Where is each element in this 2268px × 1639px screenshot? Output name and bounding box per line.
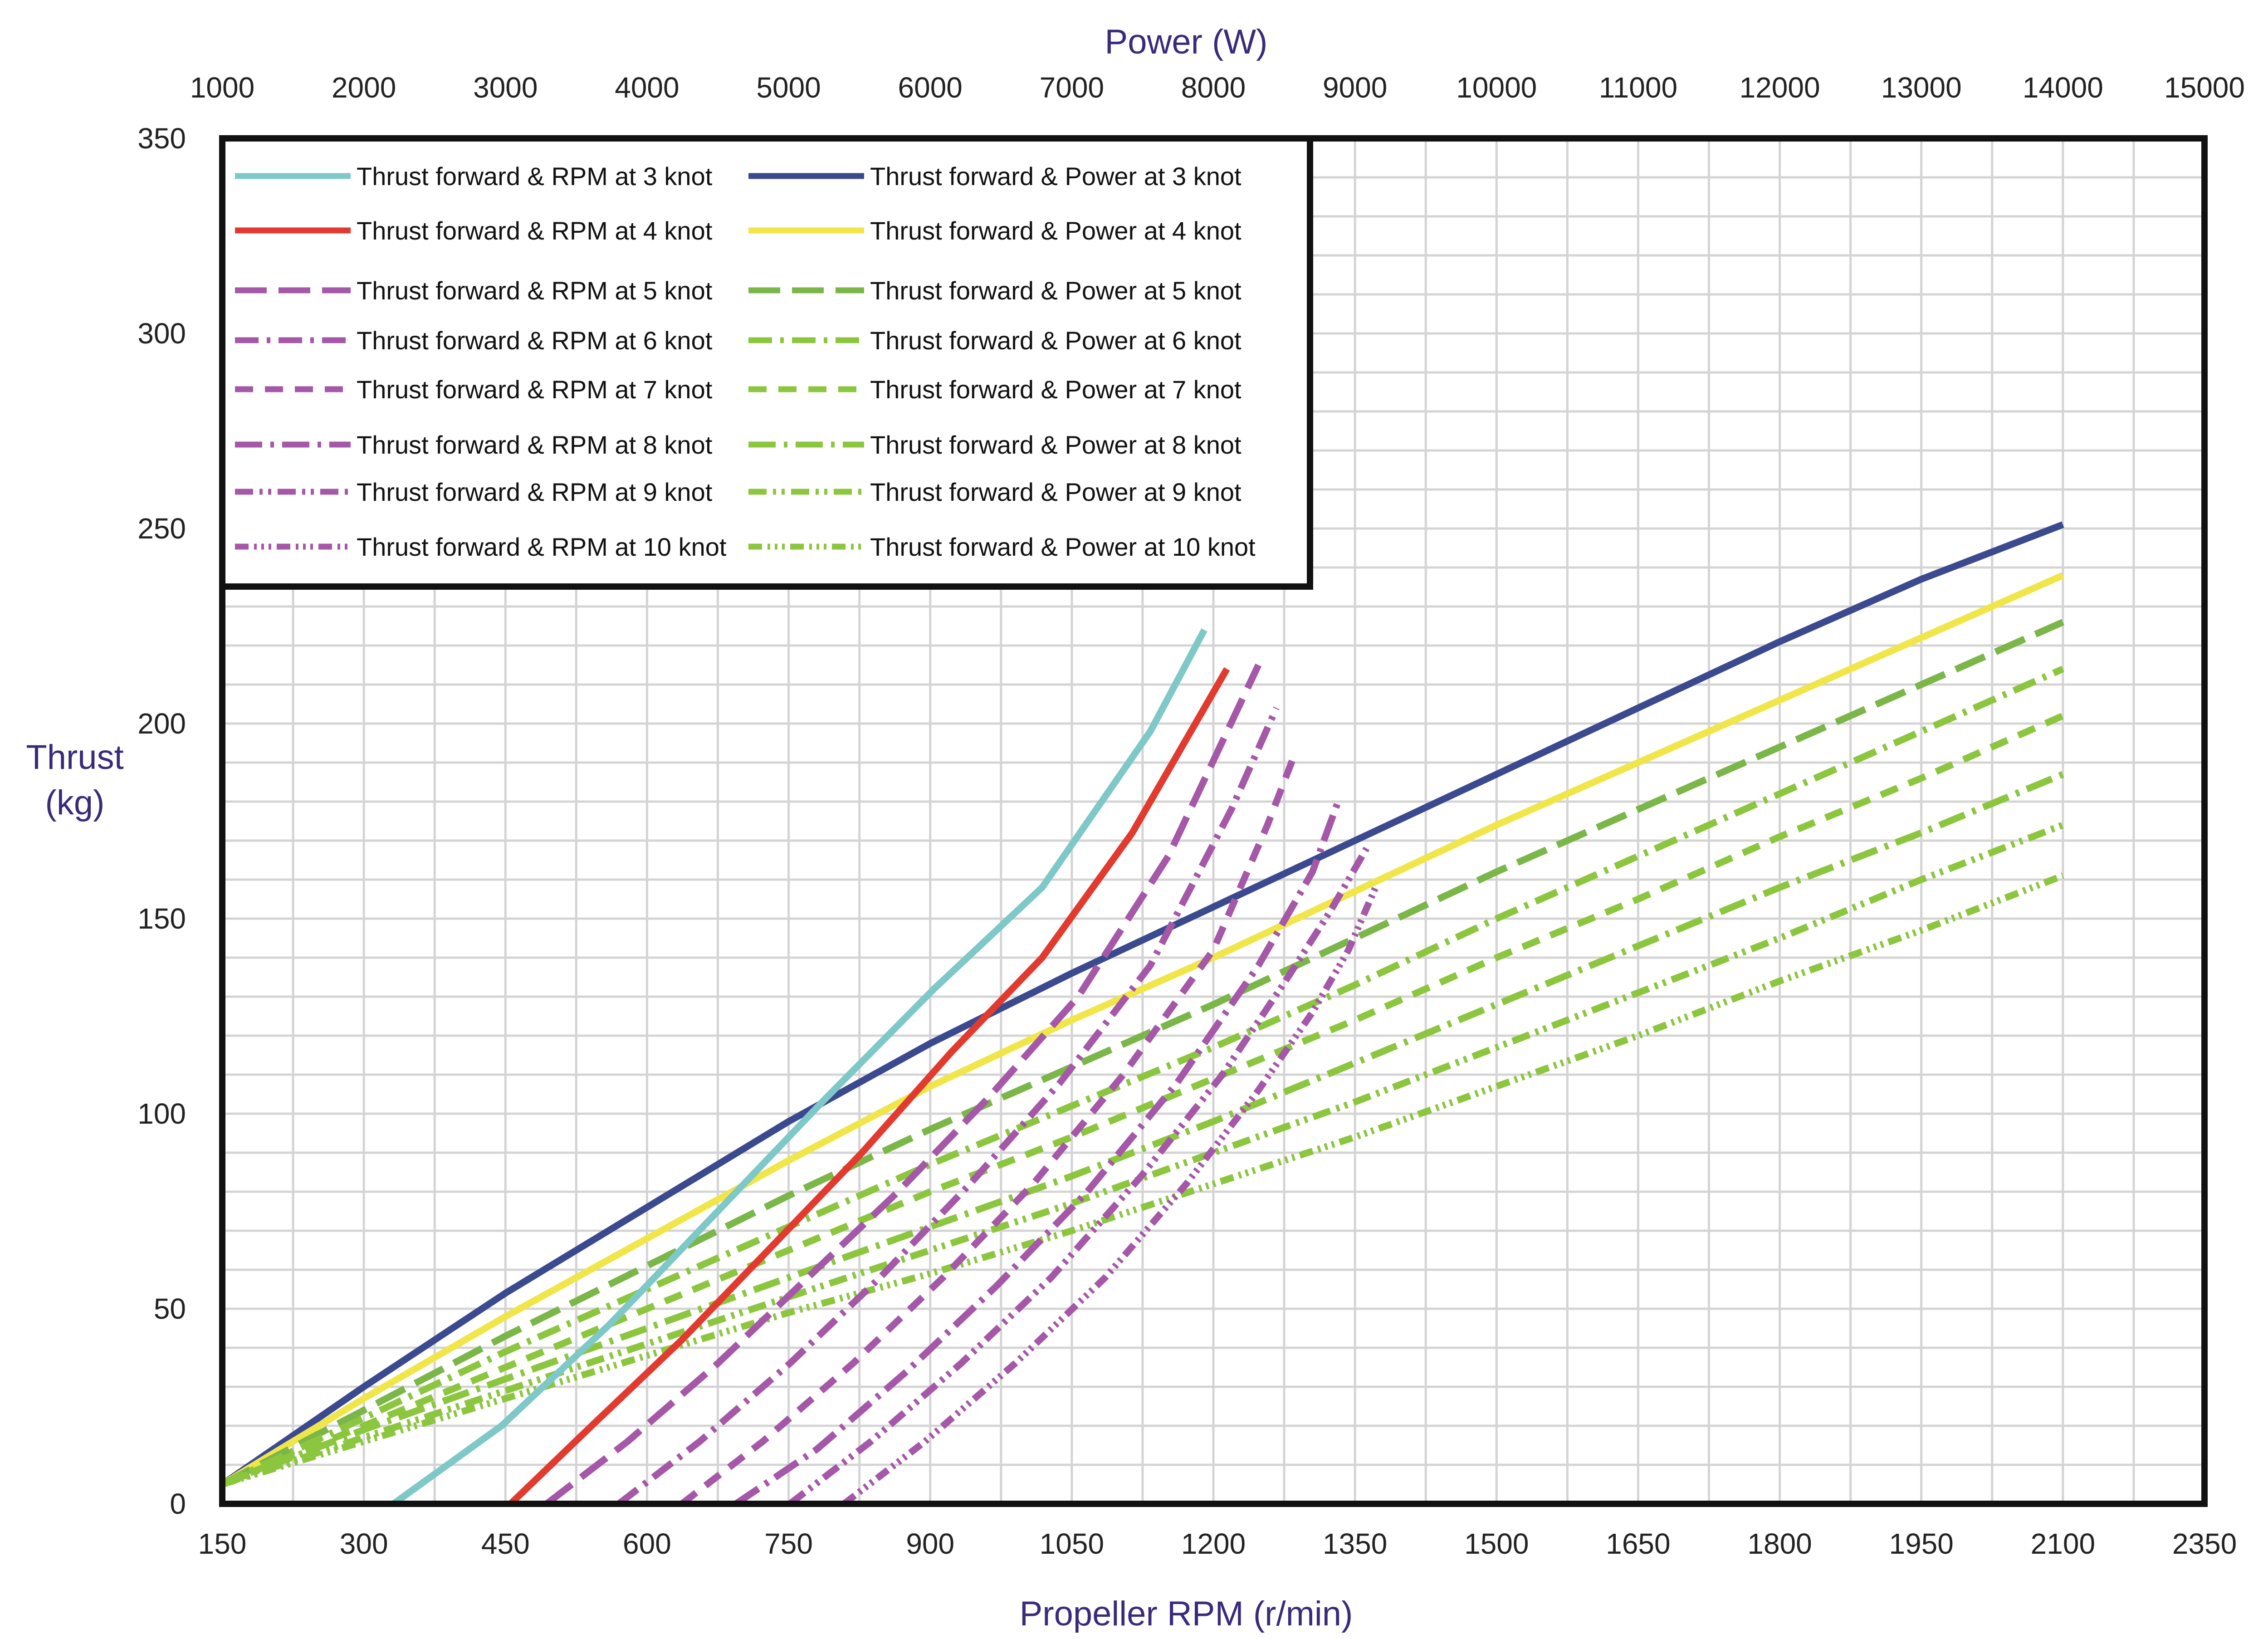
x-tick-label: 1950 [1889,1527,1954,1560]
legend-label: Thrust forward & Power at 10 knot [870,533,1256,561]
x2-tick-label: 12000 [1740,71,1820,104]
x2-tick-label: 11000 [1599,71,1677,104]
x2-tick-label: 8000 [1181,71,1246,104]
series-line-thrust-forward-rpm-at-4-knot [508,667,1230,1507]
legend-label: Thrust forward & RPM at 4 knot [357,216,713,245]
x-tick-label: 300 [340,1527,388,1560]
x-tick-label: 1500 [1464,1527,1529,1560]
y-tick-label: 50 [154,1292,186,1325]
x-tick-label: 1200 [1181,1527,1246,1560]
legend-label: Thrust forward & RPM at 6 knot [357,326,713,355]
y-tick-label: 300 [137,317,186,350]
x2-tick-label: 15000 [2164,71,2245,104]
x-tick-label: 450 [481,1527,530,1560]
rpm-axis-title: Propeller RPM (r/min) [1020,1595,1353,1633]
x-tick-label: 150 [198,1527,247,1560]
x2-tick-label: 7000 [1040,71,1104,104]
legend-label: Thrust forward & Power at 9 knot [870,478,1242,506]
legend-label: Thrust forward & RPM at 7 knot [357,375,713,404]
series-line-thrust-forward-power-at-3-knot [220,521,2064,1487]
x2-tick-label: 14000 [2023,71,2103,104]
series-layer [220,521,2064,1507]
legend-label: Thrust forward & Power at 4 knot [870,216,1242,245]
legend-label: Thrust forward & Power at 5 knot [870,276,1242,305]
x-tick-label: 1350 [1323,1527,1387,1560]
x2-tick-label: 13000 [1881,71,1962,104]
x2-tick-label: 6000 [898,71,963,104]
x-tick-label: 600 [623,1527,671,1560]
legend-label: Thrust forward & RPM at 8 knot [357,431,713,459]
y-tick-label: 200 [137,707,186,740]
x2-tick-label: 9000 [1323,71,1387,104]
legend-label: Thrust forward & RPM at 3 knot [357,162,713,191]
legend: Thrust forward & RPM at 3 knot Thrust for… [219,135,1313,590]
x-tick-label: 2100 [2031,1527,2095,1560]
x2-tick-label: 3000 [473,71,538,104]
series-line-thrust-forward-rpm-at-9-knot [787,846,1370,1507]
legend-label: Thrust forward & Power at 6 knot [870,326,1242,355]
x2-tick-label: 5000 [756,71,821,104]
x-tick-label: 750 [764,1527,813,1560]
series-line-thrust-forward-rpm-at-10-knot [842,886,1379,1507]
series-line-thrust-forward-rpm-at-8-knot [734,796,1343,1507]
legend-box [219,135,1313,590]
thrust-axis-title-line2: (kg) [45,783,105,822]
y-tick-label: 350 [137,122,186,155]
y-tick-label: 100 [137,1097,186,1130]
x2-tick-label: 4000 [615,71,679,104]
legend-label: Thrust forward & RPM at 10 knot [357,533,727,561]
series-line-thrust-forward-power-at-9-knot [221,822,2064,1488]
power-axis-title: Power (W) [1105,23,1268,61]
thrust-axis-title-line1: Thrust [26,738,123,777]
series-line-thrust-forward-rpm-at-5-knot [544,663,1262,1507]
thrust-axis-title: Thrust (kg) [26,738,123,822]
series-line-thrust-forward-power-at-7-knot [221,712,2064,1487]
series-line-thrust-forward-power-at-8-knot [221,771,2064,1487]
legend-label: Thrust forward & RPM at 5 knot [357,276,713,305]
series-line-thrust-forward-rpm-at-3-knot [391,628,1207,1507]
legend-label: Thrust forward & Power at 3 knot [870,162,1242,191]
legend-label: Thrust forward & Power at 8 knot [870,431,1242,459]
series-line-thrust-forward-rpm-at-6-knot [616,706,1280,1507]
x2-tick-label: 10000 [1456,71,1537,104]
series-line-thrust-forward-power-at-4-knot [220,572,2064,1487]
x-tick-label: 1650 [1606,1527,1670,1560]
legend-label: Thrust forward & Power at 7 knot [870,375,1242,404]
series-line-thrust-forward-power-at-10-knot [221,872,2064,1488]
tick-labels: 150 300 450 600 750 900 1050 1200 1350 1500 1650 18… [137,71,2245,1560]
y-tick-label: 150 [137,902,186,935]
x2-tick-label: 1000 [190,71,254,104]
series-line-thrust-forward-power-at-6-knot [220,665,2064,1487]
y-tick-label: 250 [137,512,186,545]
x-tick-label: 2350 [2172,1527,2237,1560]
x-tick-label: 900 [906,1527,954,1560]
legend-label: Thrust forward & RPM at 9 knot [357,478,713,506]
x-tick-label: 1800 [1747,1527,1812,1560]
x2-tick-label: 2000 [332,71,396,104]
x-tick-label: 1050 [1040,1527,1104,1560]
series-line-thrust-forward-power-at-5-knot [220,619,2064,1487]
y-tick-label: 0 [170,1487,186,1520]
